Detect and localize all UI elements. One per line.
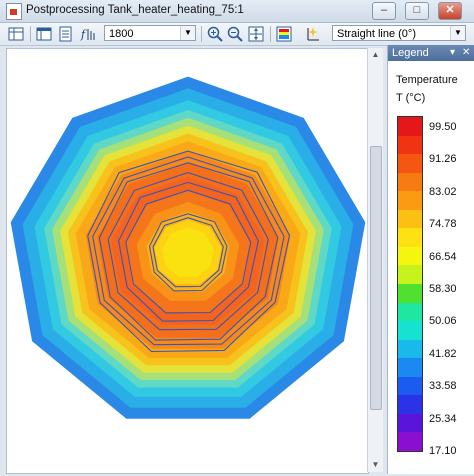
legend-unit: T (°C) (396, 92, 426, 104)
legend-color-band (398, 432, 422, 451)
vertical-scrollbar[interactable]: ▲ ▼ (367, 48, 383, 472)
legend-color-band (398, 321, 422, 341)
grid-view-icon[interactable] (8, 26, 24, 42)
zoom-out-icon[interactable] (227, 26, 243, 42)
contour-band (162, 227, 214, 277)
scroll-up-icon[interactable]: ▲ (371, 50, 380, 59)
toolbar-separator (30, 26, 31, 42)
plot-canvas[interactable] (6, 48, 369, 474)
toolbar-separator (270, 26, 271, 42)
legend-value-label: 25.34 (429, 412, 457, 425)
close-button[interactable]: ✕ (438, 2, 462, 20)
legend-colorbar (397, 116, 423, 452)
legend-value-label: 91.26 (429, 153, 457, 166)
legend-color-band (398, 172, 422, 193)
legend-value-label: 17.10 (429, 445, 457, 457)
isoline (87, 150, 291, 353)
legend-value-label: 41.82 (429, 347, 457, 360)
legend-value-label: 83.02 (429, 185, 457, 198)
view-direction-value: Straight line (0°) (337, 28, 416, 40)
scroll-down-icon[interactable]: ▼ (371, 460, 380, 469)
legend-color-band (398, 339, 422, 360)
temperature-contour-plot[interactable] (7, 49, 368, 473)
legend-color-band (398, 191, 422, 211)
svg-text:f: f (80, 28, 87, 41)
isoline (125, 189, 252, 314)
legend-color-band (398, 376, 422, 397)
window-title: Postprocessing Tank_heater_heating_75:1 (26, 4, 244, 16)
isoline (148, 213, 228, 292)
legend-color-band (398, 154, 422, 174)
chevron-down-icon[interactable]: ▼ (180, 26, 195, 40)
table-view-icon[interactable] (36, 26, 52, 42)
legend-header: Legend ▾ ✕ (388, 45, 474, 61)
legend-color-band (398, 284, 422, 304)
legend-color-band (398, 228, 422, 248)
legend-color-band (398, 302, 422, 323)
toolbar-separator (201, 26, 202, 42)
legend-value-label: 50.06 (429, 315, 457, 328)
legend-title: Temperature (396, 74, 458, 86)
zoom-fit-icon[interactable] (248, 26, 264, 42)
maximize-button[interactable]: □ (405, 2, 429, 20)
legend-color-band (398, 358, 422, 378)
color-palette-icon[interactable] (276, 26, 292, 42)
zoom-in-icon[interactable] (207, 26, 223, 42)
isoline (152, 217, 224, 288)
legend-color-band (398, 135, 422, 156)
chevron-down-icon[interactable]: ▼ (450, 26, 465, 40)
legend-color-band (398, 395, 422, 415)
document-icon[interactable] (58, 26, 74, 42)
minimize-button[interactable]: – (372, 2, 396, 20)
cursor-line-icon[interactable] (304, 26, 320, 42)
app-icon (6, 3, 22, 20)
title-bar: Postprocessing Tank_heater_heating_75:1 … (0, 0, 474, 23)
legend-close-icon[interactable]: ✕ (462, 47, 471, 58)
legend-value-label: 99.50 (429, 121, 457, 133)
isoline (92, 156, 285, 346)
isoline (98, 162, 279, 341)
legend-value-label: 74.78 (429, 218, 457, 231)
view-direction-select[interactable]: Straight line (0°) ▼ (332, 25, 466, 41)
legend-value-label: 66.54 (429, 250, 457, 263)
legend-color-band (398, 209, 422, 230)
legend-value-label: 58.30 (429, 283, 457, 295)
time-step-select[interactable]: 1800 ▼ (104, 25, 196, 41)
legend-color-band (398, 265, 422, 285)
legend-color-band (398, 246, 422, 267)
toolbar: f 1800 ▼ Straight line (0°) ▼ (0, 23, 474, 46)
isoline (118, 181, 259, 322)
time-step-value: 1800 (109, 28, 134, 40)
legend-color-band (398, 117, 422, 137)
legend-panel: Legend ▾ ✕ Temperature T (°C) 99.50 91.26… (387, 45, 474, 474)
legend-pin-icon[interactable]: ▾ (450, 47, 456, 58)
isoline (107, 172, 269, 331)
legend-color-band (398, 413, 422, 434)
function-icon[interactable]: f (80, 26, 96, 42)
scroll-thumb[interactable] (370, 146, 382, 410)
legend-header-label: Legend (392, 47, 429, 59)
legend-value-label: 33.58 (429, 380, 457, 393)
